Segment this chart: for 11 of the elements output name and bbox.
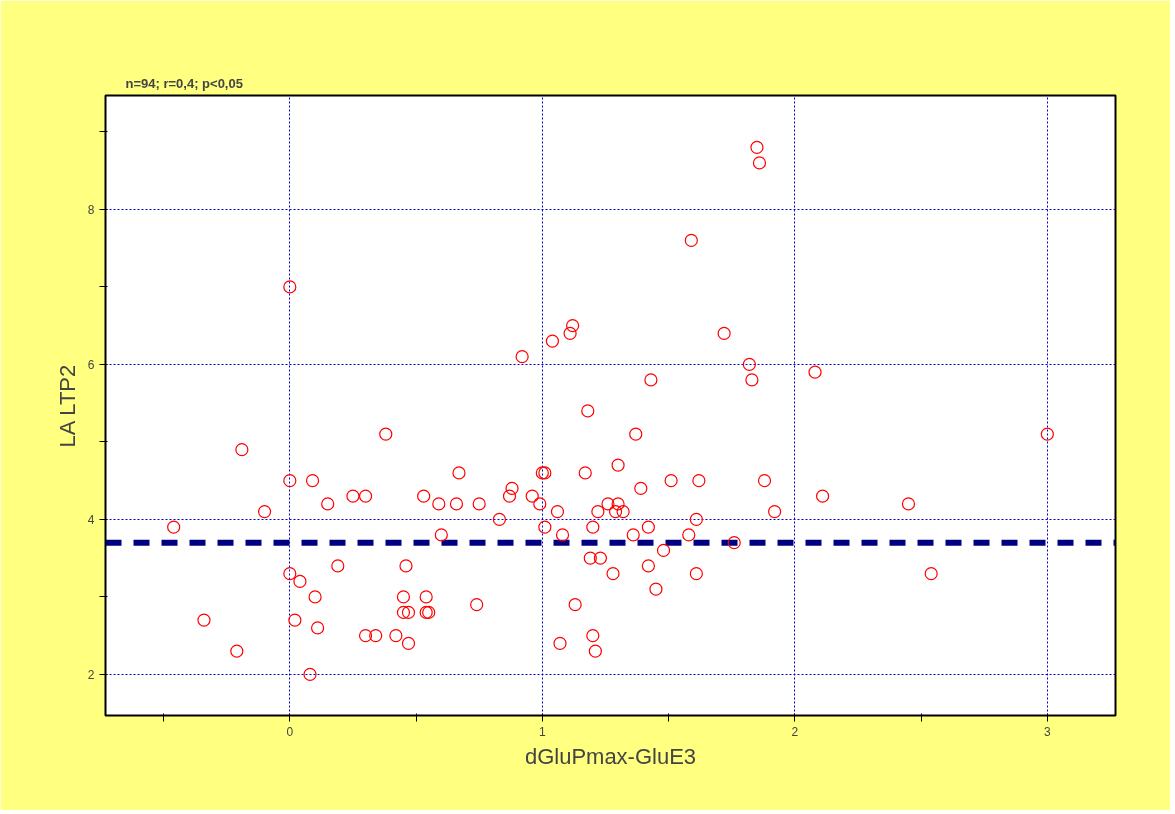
y-tick-label: 2 — [87, 667, 95, 682]
x-tick-label: 3 — [1043, 724, 1051, 739]
x-tick-label: 2 — [791, 724, 799, 739]
chart-title: n=94; r=0,4; p<0,05 — [125, 75, 243, 91]
x-tick-label: 0 — [286, 724, 294, 739]
y-tick-label: 4 — [87, 512, 95, 527]
y-tick-label: 6 — [87, 357, 95, 372]
x-tick-label: 1 — [538, 724, 546, 739]
y-axis-title: LA LTP2 — [54, 364, 80, 448]
x-axis-title: dGluPmax-GluE3 — [524, 743, 697, 769]
y-tick-label: 8 — [87, 202, 95, 217]
